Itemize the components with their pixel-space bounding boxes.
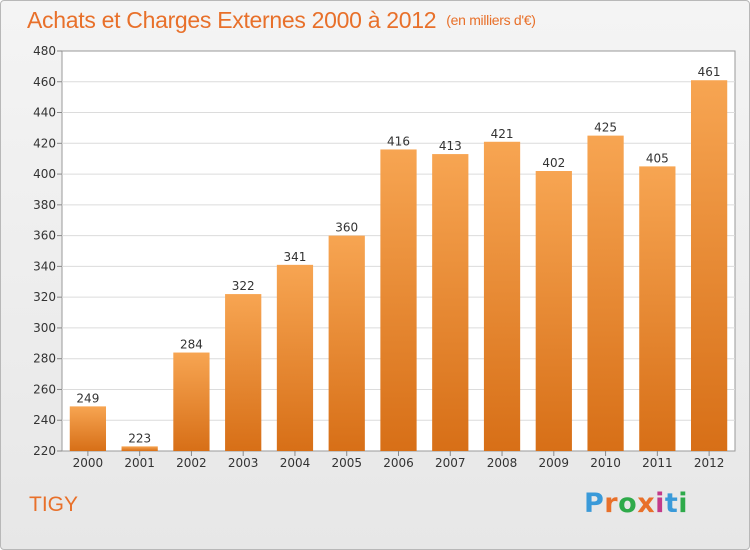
logo-letter: i — [655, 488, 665, 519]
x-tick-label: 2011 — [642, 456, 673, 470]
x-tick-label: 2006 — [383, 456, 414, 470]
bars: 249 223 284 322 341 360 416 413 421 402 425 405 461 — [69, 65, 728, 452]
bar — [483, 141, 521, 451]
bar-value-label: 341 — [284, 250, 307, 264]
logo-letter: r — [604, 488, 619, 519]
bar-value-label: 360 — [335, 221, 358, 235]
x-axis: 2000 2001 2002 2003 2004 2005 2006 2007 2008 2009… — [73, 451, 725, 470]
bar-value-label: 421 — [491, 127, 514, 141]
y-tick-label: 480 — [33, 44, 56, 58]
x-tick-label: 2000 — [73, 456, 104, 470]
y-tick-label: 320 — [33, 290, 56, 304]
y-tick-label: 260 — [33, 382, 56, 396]
bar-value-label: 413 — [439, 139, 462, 153]
y-axis: 220 240 260 280 300 320 340 360 380 400 420 440 460 4… — [33, 44, 62, 458]
bar-value-label: 425 — [594, 121, 617, 135]
logo-letter: x — [637, 488, 656, 519]
bar-value-label: 223 — [128, 431, 151, 445]
commune-name: TIGY — [29, 493, 79, 516]
bar — [639, 166, 676, 451]
logo-letter: i — [678, 488, 689, 519]
x-tick-label: 2002 — [176, 456, 207, 470]
bar-value-label: 402 — [542, 156, 565, 170]
bar-value-label: 249 — [76, 391, 99, 405]
logo-letter: o — [618, 488, 638, 519]
bar — [690, 80, 728, 451]
y-tick-label: 440 — [33, 106, 56, 120]
bar — [328, 235, 365, 451]
x-tick-label: 2003 — [228, 456, 259, 470]
y-tick-label: 460 — [33, 75, 56, 89]
y-tick-label: 420 — [33, 136, 56, 150]
x-tick-label: 2007 — [435, 456, 466, 470]
bar — [173, 352, 210, 451]
bar — [276, 264, 314, 451]
bar — [380, 149, 417, 451]
bar — [432, 154, 469, 452]
logo-letter: t — [664, 488, 679, 519]
y-tick-label: 380 — [33, 198, 56, 212]
x-tick-label: 2005 — [331, 456, 362, 470]
bar — [121, 446, 158, 451]
bar — [587, 135, 624, 451]
bar-value-label: 322 — [232, 279, 255, 293]
x-tick-label: 2008 — [487, 456, 518, 470]
x-tick-label: 2001 — [124, 456, 155, 470]
title-text: Achats et Charges Externes 2000 à 2012 — [27, 7, 437, 33]
x-tick-label: 2010 — [590, 456, 621, 470]
chart-title: Achats et Charges Externes 2000 à 2012 (e… — [27, 7, 536, 34]
bar — [225, 294, 262, 451]
bar-value-label: 405 — [646, 151, 669, 165]
x-tick-label: 2012 — [694, 456, 725, 470]
y-tick-label: 280 — [33, 352, 56, 366]
bar — [69, 406, 107, 451]
x-tick-label: 2004 — [280, 456, 311, 470]
y-tick-label: 340 — [33, 259, 56, 273]
proxiti-logo: Proxiti — [584, 488, 688, 519]
y-tick-label: 400 — [33, 167, 56, 181]
bar-value-label: 461 — [698, 65, 721, 79]
logo-letter: P — [584, 488, 605, 519]
y-tick-label: 360 — [33, 229, 56, 243]
bar — [535, 171, 572, 451]
y-tick-label: 300 — [33, 321, 56, 335]
y-tick-label: 220 — [33, 444, 56, 458]
title-unit: (en milliers d'€) — [446, 12, 536, 28]
y-tick-label: 240 — [33, 413, 56, 427]
x-tick-label: 2009 — [539, 456, 570, 470]
bar-value-label: 416 — [387, 134, 410, 148]
bar-value-label: 284 — [180, 338, 203, 352]
